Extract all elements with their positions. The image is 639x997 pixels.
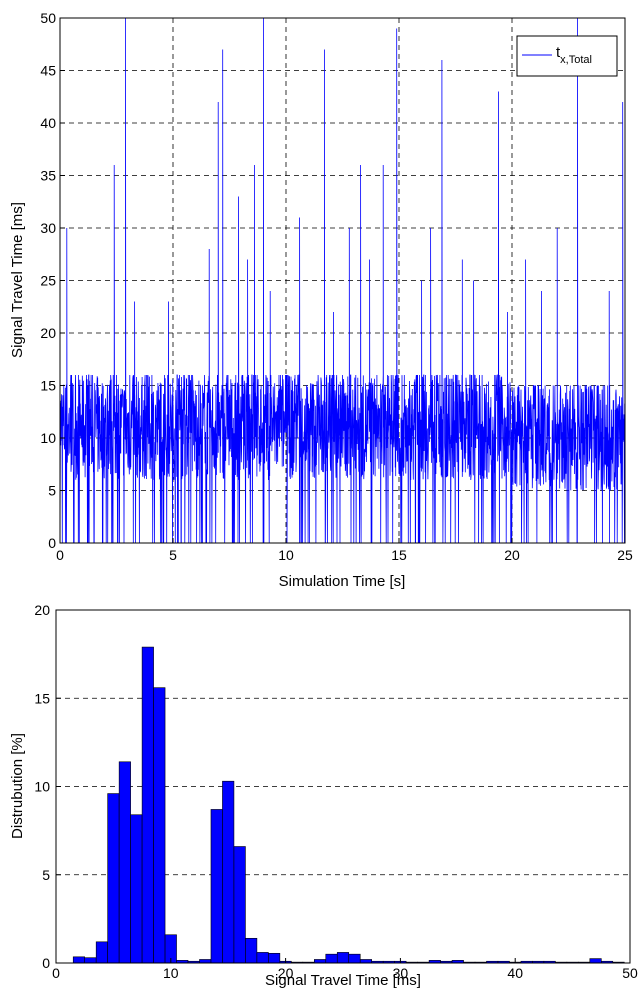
histogram-xtick-label: 40 <box>507 965 523 981</box>
histogram-ticks: 0 5 10 15 20 0 10 20 30 40 50 <box>34 602 638 981</box>
histogram-ytick-label: 15 <box>34 690 50 706</box>
histogram-bar <box>210 809 223 964</box>
time-series-xtick-label: 15 <box>391 547 407 563</box>
histogram-bar <box>153 687 166 964</box>
time-series-xtick-label: 0 <box>56 547 64 563</box>
time-series-xlabel: Simulation Time [s] <box>279 573 406 590</box>
histogram-plot: 0 5 10 15 20 0 10 20 30 40 50 Signal Travel Time [… <box>9 602 638 989</box>
histogram-bar <box>107 793 120 964</box>
histogram-ytick-label: 10 <box>34 779 50 795</box>
time-series-ytick-label: 35 <box>40 168 56 184</box>
histogram-xtick-label: 20 <box>278 965 294 981</box>
histogram-bar <box>589 958 602 964</box>
time-series-ytick-label: 50 <box>40 10 56 26</box>
histogram-bar <box>84 957 97 964</box>
legend-entry-base: t <box>556 44 561 61</box>
time-series-line <box>59 17 626 544</box>
time-series-ytick-label: 5 <box>48 483 56 499</box>
histogram-bar <box>359 959 373 964</box>
histogram-bar <box>118 761 131 964</box>
time-series-ytick-label: 20 <box>40 325 56 341</box>
histogram-ytick-label: 20 <box>34 602 50 618</box>
histogram-bars <box>72 646 625 964</box>
histogram-bar <box>199 959 212 964</box>
time-series-ytick-label: 15 <box>40 378 56 394</box>
histogram-ytick-label: 0 <box>42 955 50 971</box>
time-series-ytick-label: 0 <box>48 535 56 551</box>
histogram-xtick-label: 50 <box>622 965 638 981</box>
time-series-ylabel: Signal Travel Time [ms] <box>9 202 26 358</box>
time-series-xtick-label: 20 <box>504 547 520 563</box>
histogram-bar <box>268 952 281 964</box>
histogram-bar <box>256 952 269 964</box>
histogram-bar <box>222 780 235 964</box>
legend-entry-sub: x,Total <box>560 54 592 66</box>
time-series-ticks: 0 5 10 15 20 25 0 5 10 15 20 25 30 35 40 45 50 <box>40 10 633 563</box>
histogram-bar <box>130 814 143 964</box>
histogram-xtick-label: 10 <box>163 965 179 981</box>
histogram-ylabel: Distrubution [%] <box>9 733 26 839</box>
histogram-xtick-label: 0 <box>52 965 60 981</box>
histogram-bar <box>95 941 108 964</box>
time-series-xtick-label: 5 <box>169 547 177 563</box>
time-series-xtick-label: 10 <box>278 547 294 563</box>
histogram-bar <box>336 952 350 964</box>
histogram-bar <box>348 953 361 964</box>
legend: tx,Total <box>516 35 618 77</box>
histogram-ytick-label: 5 <box>42 867 50 883</box>
histogram-bar <box>141 646 154 964</box>
time-series-path <box>59 17 626 544</box>
time-series-xtick-label: 25 <box>617 547 633 563</box>
histogram-bar <box>233 846 246 964</box>
histogram-xtick-label: 30 <box>393 965 409 981</box>
histogram-bar <box>245 937 258 964</box>
histogram-bar <box>325 953 338 964</box>
time-series-ytick-label: 10 <box>40 430 56 446</box>
histogram-bar <box>72 956 86 964</box>
time-series-ytick-label: 25 <box>40 273 56 289</box>
time-series-ytick-label: 45 <box>40 63 56 79</box>
histogram-xlabel: Signal Travel Time [ms] <box>265 972 421 989</box>
histogram-bar <box>313 959 327 964</box>
time-series-ytick-label: 40 <box>40 115 56 131</box>
legend-entry: tx,Total <box>556 44 592 66</box>
time-series-ytick-label: 30 <box>40 220 56 236</box>
histogram-grid <box>56 697 630 876</box>
legend-box <box>516 35 618 77</box>
